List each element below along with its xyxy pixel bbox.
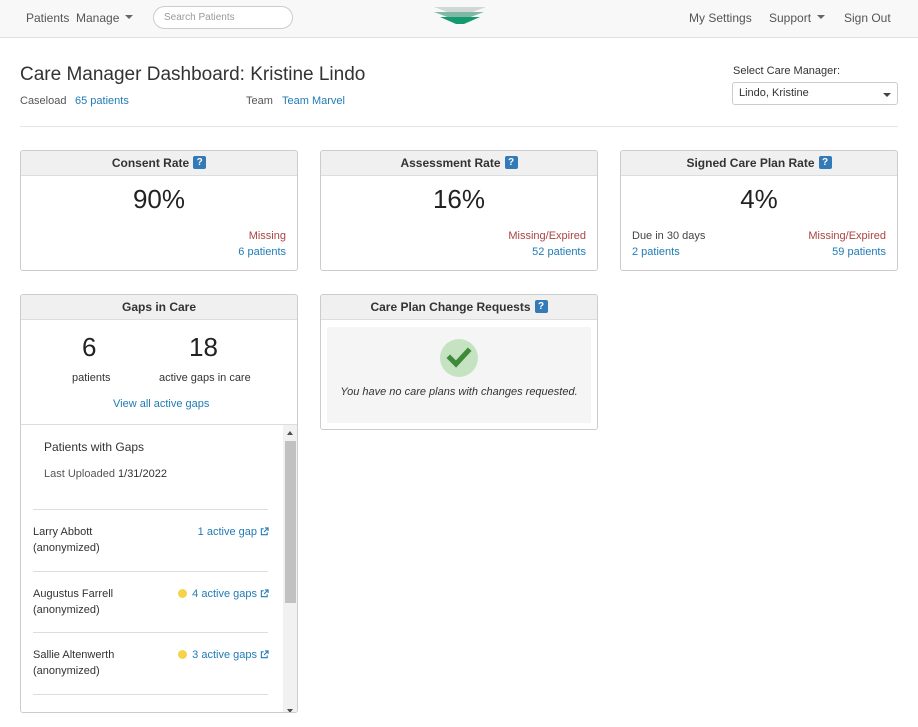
scrollbar-thumb[interactable]: [285, 441, 296, 603]
help-icon[interactable]: ?: [534, 300, 548, 314]
consent-missing-patients-link[interactable]: 6 patients: [238, 246, 286, 258]
active-gaps-text: 3 active gaps: [192, 649, 257, 661]
consent-rate-header: Consent Rate?: [21, 151, 297, 176]
last-uploaded: Last Uploaded 1/31/2022: [44, 468, 167, 480]
due-patients-link[interactable]: 2 patients: [632, 246, 680, 258]
scroll-up-arrow-icon[interactable]: [287, 431, 293, 435]
care-manager-select-label: Select Care Manager:: [733, 65, 840, 77]
patient-name-text: Larry Abbott: [33, 526, 93, 538]
patient-anonymized-note: (anonymized): [33, 665, 100, 677]
nav-my-settings-link[interactable]: My Settings: [689, 11, 752, 25]
help-icon[interactable]: ?: [504, 156, 518, 170]
page-title: Care Manager Dashboard: Kristine Lindo: [20, 64, 366, 85]
patient-name: Augustus Farrell (anonymized): [33, 586, 113, 618]
patient-active-gaps-link[interactable]: 1 active gap: [198, 526, 269, 538]
nav-manage-label: Manage: [76, 11, 120, 25]
caseload-link[interactable]: 65 patients: [75, 95, 129, 107]
patient-anonymized-note: (anonymized): [33, 604, 100, 616]
patient-name-text: Augustus Farrell: [33, 588, 114, 600]
last-uploaded-date: 1/31/2022: [118, 468, 167, 480]
external-link-icon: [260, 589, 269, 598]
consent-rate-title: Consent Rate: [111, 156, 190, 170]
assessment-rate-panel: Assessment Rate? 16% Missing/Expired 52 …: [320, 150, 598, 271]
patients-with-gaps-title: Patients with Gaps: [44, 440, 145, 454]
active-gaps-label: active gaps in care: [159, 372, 251, 384]
assessment-rate-header: Assessment Rate?: [321, 151, 597, 176]
care-manager-select[interactable]: Lindo, Kristine: [732, 82, 898, 105]
signed-care-plan-rate-value: 4%: [740, 184, 778, 214]
consent-rate-value: 90%: [132, 184, 186, 214]
due-in-30-days-label: Due in 30 days: [632, 230, 706, 242]
active-gaps-text: 4 active gaps: [192, 588, 257, 600]
consent-rate-panel: Consent Rate? 90% Missing 6 patients: [20, 150, 298, 271]
nav-manage-dropdown[interactable]: Manage: [76, 11, 134, 25]
assessment-missing-patients-link[interactable]: 52 patients: [532, 246, 586, 258]
active-gaps-text: 1 active gap: [197, 526, 257, 538]
signed-care-plan-rate-header: Signed Care Plan Rate?: [621, 151, 897, 176]
signed-care-plan-rate-title: Signed Care Plan Rate: [686, 156, 815, 170]
team-link[interactable]: Team Marvel: [282, 95, 345, 107]
scroll-down-arrow-icon[interactable]: [287, 709, 293, 712]
row-divider: [33, 632, 268, 633]
help-icon[interactable]: ?: [818, 156, 832, 170]
patient-name-text: Sallie Altenwerth: [33, 649, 115, 661]
row-divider: [33, 694, 268, 695]
row-divider: [33, 509, 268, 510]
external-link-icon: [260, 650, 269, 659]
care-plan-change-requests-title: Care Plan Change Requests: [370, 300, 531, 314]
nav-support-label: Support: [769, 11, 812, 25]
assessment-missing-label: Missing/Expired: [508, 230, 586, 242]
team-label: Team: [246, 95, 273, 107]
top-navbar: Patients Manage My Settings Support Sign…: [0, 0, 918, 38]
chevron-down-icon: [883, 93, 891, 97]
signed-care-plan-rate-panel: Signed Care Plan Rate? 4% Due in 30 days…: [620, 150, 898, 271]
stacked-layers-logo-icon[interactable]: [430, 5, 488, 27]
help-icon[interactable]: ?: [193, 156, 207, 170]
nav-sign-out-link[interactable]: Sign Out: [844, 11, 891, 25]
nav-support-dropdown[interactable]: Support: [769, 11, 826, 25]
patient-anonymized-note: (anonymized): [33, 542, 100, 554]
search-patients-input[interactable]: [153, 6, 293, 29]
assessment-rate-value: 16%: [432, 184, 486, 214]
patients-with-gaps-list[interactable]: Patients with Gaps Last Uploaded 1/31/20…: [21, 424, 297, 712]
gaps-list-scrollbar[interactable]: [283, 425, 297, 712]
gaps-in-care-header: Gaps in Care: [21, 295, 297, 320]
no-change-requests-box: You have no care plans with changes requ…: [327, 327, 591, 423]
row-divider: [33, 571, 268, 572]
care-manager-select-value: Lindo, Kristine: [739, 87, 809, 99]
checkmark-icon: [440, 339, 478, 377]
signed-missing-label: Missing/Expired: [808, 230, 886, 242]
chevron-down-icon: [125, 14, 134, 19]
warning-dot-icon: [178, 650, 188, 659]
care-plan-change-requests-header: Care Plan Change Requests?: [321, 295, 597, 320]
no-change-requests-text: You have no care plans with changes requ…: [340, 386, 578, 398]
nav-patients-link[interactable]: Patients: [26, 11, 70, 25]
gaps-in-care-title: Gaps in Care: [121, 300, 197, 314]
warning-dot-icon: [178, 589, 188, 598]
patient-active-gaps-link[interactable]: 3 active gaps: [178, 649, 269, 661]
patient-name: Larry Abbott (anonymized): [33, 524, 100, 556]
view-all-active-gaps-link[interactable]: View all active gaps: [113, 398, 210, 410]
care-plan-change-requests-panel: Care Plan Change Requests? You have no c…: [320, 294, 598, 430]
last-uploaded-label: Last Uploaded: [44, 468, 115, 480]
external-link-icon: [260, 527, 269, 536]
assessment-rate-title: Assessment Rate: [400, 156, 501, 170]
active-gaps-count: 18: [189, 332, 218, 362]
patient-active-gaps-link[interactable]: 4 active gaps: [178, 588, 269, 600]
gaps-patients-label: patients: [72, 372, 111, 384]
consent-missing-label: Missing: [248, 230, 286, 242]
caseload-label: Caseload: [20, 95, 67, 107]
gaps-in-care-panel: Gaps in Care 6 patients 18 active gaps i…: [20, 294, 298, 713]
signed-missing-patients-link[interactable]: 59 patients: [832, 246, 886, 258]
gaps-patients-count: 6: [82, 332, 97, 362]
header-divider: [20, 126, 898, 127]
chevron-down-icon: [817, 14, 826, 19]
patient-name: Sallie Altenwerth (anonymized): [33, 647, 114, 679]
